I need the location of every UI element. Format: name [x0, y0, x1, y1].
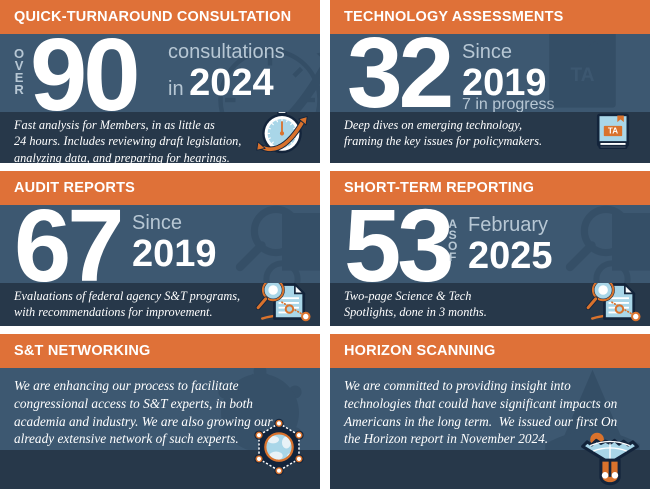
svg-text:TA: TA: [608, 126, 618, 135]
svg-text:TA: TA: [571, 65, 595, 86]
